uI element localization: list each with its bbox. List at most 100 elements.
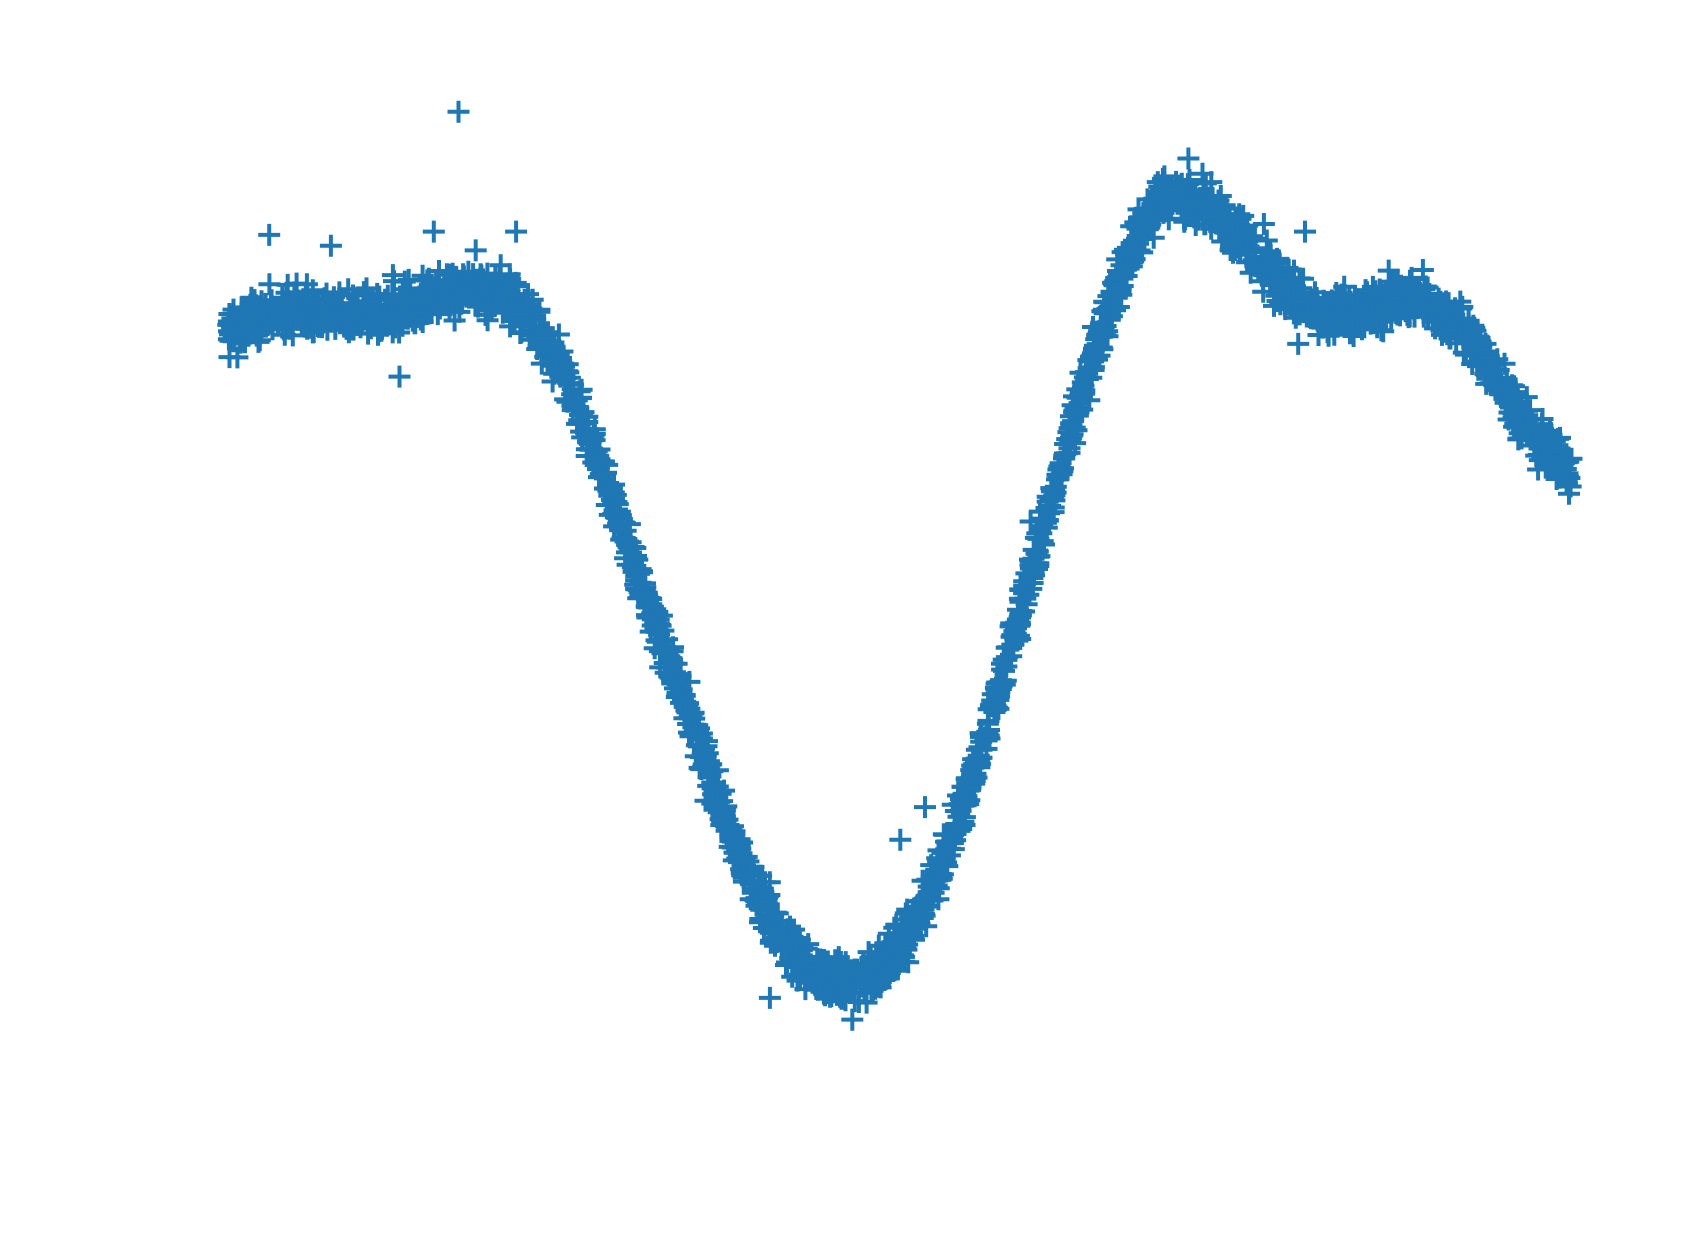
data-point xyxy=(944,829,967,852)
data-point xyxy=(1071,398,1094,421)
data-point xyxy=(1370,319,1393,342)
data-point xyxy=(1534,456,1557,479)
data-point xyxy=(847,991,870,1013)
data-point xyxy=(1073,366,1096,389)
data-point xyxy=(418,302,441,325)
data-point xyxy=(1055,442,1078,465)
data-point xyxy=(1269,279,1292,302)
data-point xyxy=(1283,259,1305,282)
data-point xyxy=(422,220,445,243)
data-point xyxy=(476,262,499,285)
data-point xyxy=(1135,200,1158,223)
data-point xyxy=(731,864,754,887)
data-point xyxy=(1266,250,1289,273)
data-point xyxy=(1126,225,1149,247)
data-point xyxy=(1476,346,1499,369)
data-point xyxy=(809,948,832,971)
data-point xyxy=(907,906,930,929)
data-point xyxy=(665,670,688,693)
data-point xyxy=(986,685,1009,708)
data-point xyxy=(1405,278,1427,301)
data-point xyxy=(579,437,602,460)
data-point xyxy=(797,969,820,992)
data-point xyxy=(239,293,262,316)
data-point xyxy=(785,936,808,959)
data-point xyxy=(866,975,889,998)
data-point xyxy=(716,817,739,840)
data-point xyxy=(1396,303,1419,326)
data-point xyxy=(311,316,333,339)
data-point xyxy=(829,985,852,1008)
data-point xyxy=(843,958,866,981)
data-point xyxy=(275,281,298,304)
data-point xyxy=(1346,297,1369,320)
data-point xyxy=(1307,308,1330,331)
data-point xyxy=(1252,213,1275,235)
data-point xyxy=(914,796,936,819)
data-point xyxy=(1033,533,1055,556)
data-point xyxy=(505,220,528,243)
data-point xyxy=(1326,286,1349,308)
data-point xyxy=(692,755,715,778)
data-point xyxy=(337,308,360,331)
data-point xyxy=(995,655,1018,678)
data-points xyxy=(217,100,1583,1031)
data-point xyxy=(396,307,419,330)
data-point xyxy=(1423,294,1446,317)
data-point xyxy=(1263,294,1285,317)
data-point xyxy=(443,309,466,332)
data-point xyxy=(991,670,1014,693)
data-point xyxy=(1188,192,1211,215)
data-point xyxy=(457,260,480,283)
data-point xyxy=(652,619,675,642)
data-point xyxy=(388,365,411,388)
data-point xyxy=(341,318,364,341)
data-point xyxy=(447,100,470,123)
data-point xyxy=(1454,343,1477,366)
data-point xyxy=(988,681,1011,704)
data-point xyxy=(1316,321,1339,344)
data-point xyxy=(517,283,539,306)
data-point xyxy=(1374,292,1397,315)
data-point xyxy=(1531,408,1554,430)
data-point xyxy=(367,323,389,346)
data-point xyxy=(757,896,780,919)
data-point xyxy=(563,387,586,410)
data-point xyxy=(1091,300,1114,323)
data-point xyxy=(706,796,729,819)
data-point xyxy=(374,288,397,311)
data-point xyxy=(1019,557,1042,580)
data-point xyxy=(296,282,319,305)
data-point xyxy=(1400,288,1423,311)
data-point xyxy=(319,234,342,257)
data-point xyxy=(352,281,375,304)
data-point xyxy=(661,640,684,663)
data-point xyxy=(648,623,671,646)
data-point xyxy=(1086,327,1109,350)
data-point xyxy=(455,282,478,305)
data-point xyxy=(493,293,516,316)
data-point xyxy=(1365,306,1388,329)
data-point xyxy=(969,752,992,775)
data-point xyxy=(953,814,976,836)
data-point xyxy=(917,875,940,898)
data-point xyxy=(791,950,814,973)
data-point xyxy=(889,828,912,851)
data-point xyxy=(616,553,639,576)
data-point xyxy=(1434,320,1457,343)
data-point xyxy=(545,350,568,373)
data-point xyxy=(1022,560,1045,583)
data-point xyxy=(340,292,363,315)
data-point xyxy=(606,493,629,516)
data-point xyxy=(593,467,616,490)
data-point xyxy=(1043,489,1066,512)
data-point xyxy=(1167,174,1190,197)
data-point xyxy=(225,323,248,346)
data-point xyxy=(589,463,612,486)
data-point xyxy=(1501,374,1524,397)
data-point xyxy=(649,656,672,679)
data-point xyxy=(1463,317,1486,339)
data-point xyxy=(271,295,294,318)
